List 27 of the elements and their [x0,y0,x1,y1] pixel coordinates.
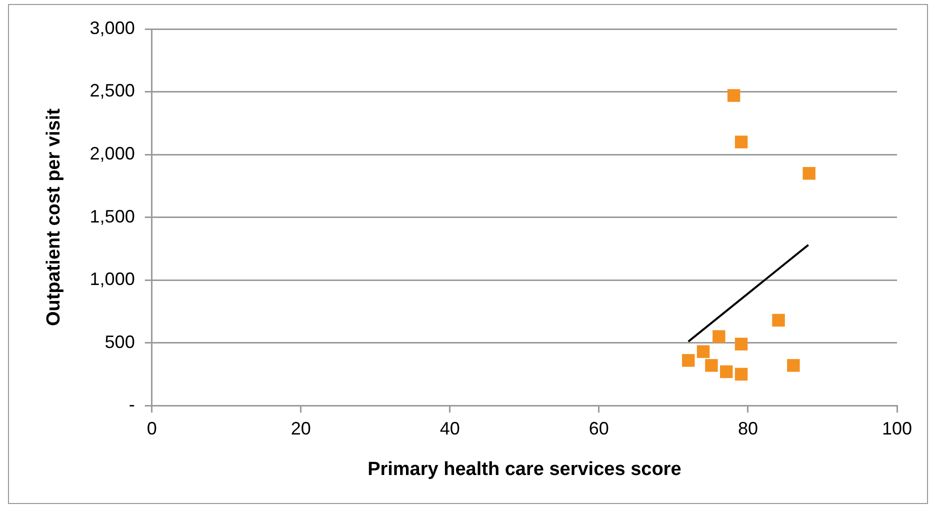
y-tick-label: 1,500 [90,206,135,226]
point [712,330,726,343]
point [734,338,748,350]
point [802,167,816,180]
x-tick-label: 80 [738,418,758,438]
point [787,359,800,372]
y-tick-label: 2,500 [90,80,135,101]
point [772,314,785,327]
y-tick-label: - [128,394,135,415]
point [727,89,740,102]
x-tick-label: 40 [440,418,460,438]
y-tick-label: 3,000 [90,18,135,38]
y-tick-label: 2,000 [90,144,135,164]
point [734,136,748,148]
x-tick-label: 60 [588,418,609,438]
x-axis-title: Primary health care services score [368,458,682,480]
x-tick-label: 20 [290,418,311,438]
x-tick-label: 100 [882,418,912,438]
point [720,365,733,378]
point [705,359,718,372]
y-axis-title: Outpatient cost per visit [44,108,65,326]
y-tick-label: 500 [104,332,135,352]
point [696,345,710,358]
y-tick-label: 1,000 [90,269,135,290]
point [734,368,748,381]
x-tick-label: 0 [146,418,157,438]
point [682,354,695,367]
